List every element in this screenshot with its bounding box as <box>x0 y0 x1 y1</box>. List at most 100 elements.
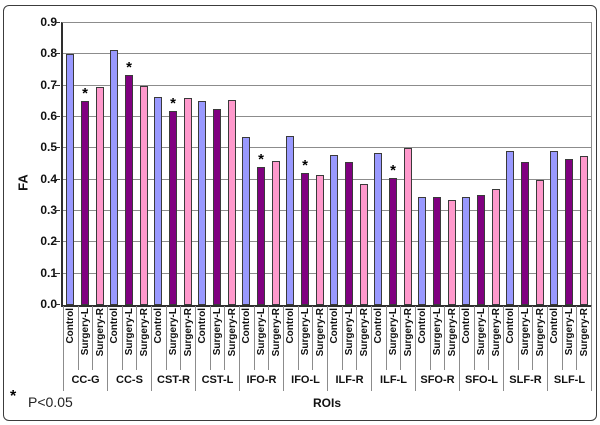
bar-slot: * <box>254 23 269 305</box>
group-label-cc-s: CC-S <box>108 370 152 391</box>
bar-group-cc-g: * <box>63 23 107 305</box>
bar-slot <box>312 23 327 305</box>
gridline <box>63 84 591 86</box>
bar-slot <box>400 23 415 305</box>
bar-group-sfo-l <box>459 23 503 305</box>
series-label: Surgery-R <box>402 308 414 357</box>
series-label: Control <box>373 308 385 344</box>
bar-ifo-r-surgery-r <box>271 160 280 305</box>
bar-slf-l-surgery-r <box>579 156 588 305</box>
bar-slot <box>210 23 225 305</box>
bar-cc-g-control <box>66 54 75 305</box>
group-label-sfo-l: SFO-L <box>460 370 504 391</box>
gridline <box>63 53 591 55</box>
bar-slot <box>474 23 489 305</box>
series-label: Surgery-R <box>94 308 106 357</box>
sublabel-cell: Control <box>460 306 475 370</box>
bar-sfo-r-surgery-r <box>447 200 456 305</box>
bar-slot <box>136 23 151 305</box>
sublabel-cell: Control <box>64 306 79 370</box>
bar-ilf-l-control <box>374 153 383 305</box>
series-label: Surgery-L <box>168 308 179 356</box>
y-tick-mark <box>55 116 60 117</box>
sublabel-cell: Surgery-R <box>313 306 329 370</box>
bar-slf-r-surgery-l <box>521 162 529 305</box>
bar-slot <box>356 23 371 305</box>
y-tick-mark <box>55 272 60 274</box>
group-label-slf-r: SLF-R <box>504 370 548 391</box>
series-label: Surgery-R <box>490 308 502 357</box>
bar-cc-g-surgery-r <box>95 87 104 305</box>
sublabel-group-ilf-l: Control Surgery-L Surgery-R <box>372 306 417 370</box>
bar-slot <box>107 23 122 305</box>
category-group-row: CC-G CC-S CST-R CST-L IFO-R IFO-L ILF-R ILF-L SF… <box>63 370 592 391</box>
y-axis: FA 0.0 0.1 0.2 0.3 0.4 0.5 0.6 0.7 0.8 0.9 <box>4 16 60 311</box>
plot-area: * * * * * * <box>61 22 592 307</box>
series-label: Surgery-L <box>476 308 487 356</box>
sublabel-cell: Surgery-R <box>181 306 197 370</box>
sublabel-cell: Control <box>152 306 167 370</box>
bar-cc-s-control <box>110 49 119 305</box>
bar-slot <box>488 23 503 305</box>
bar-cst-l-surgery-r <box>227 99 236 305</box>
series-label: Surgery-L <box>344 308 355 356</box>
bar-slot: * <box>386 23 401 305</box>
series-label: Control <box>549 308 561 344</box>
series-label: Control <box>65 308 77 344</box>
bar-cst-r-surgery-r <box>183 98 192 305</box>
y-tick-label: 0.7 <box>40 77 57 92</box>
series-label: Control <box>285 308 297 344</box>
series-label: Control <box>505 308 517 344</box>
group-label-cst-l: CST-L <box>196 370 240 391</box>
sublabel-group-sfo-l: Control Surgery-L Surgery-R <box>460 306 505 370</box>
bar-group-ifo-r: * <box>239 23 283 305</box>
sublabel-cell: Surgery-R <box>137 306 153 370</box>
y-tick-label: 0.6 <box>40 109 57 123</box>
sublabel-group-cst-r: Control Surgery-L Surgery-R <box>152 306 197 370</box>
bar-sfo-r-surgery-l <box>433 196 441 305</box>
sublabel-cell: Surgery-R <box>269 306 285 370</box>
bar-slot <box>268 23 283 305</box>
sublabel-cell: Surgery-L <box>79 306 94 370</box>
series-label: Control <box>241 308 253 344</box>
sublabel-cell: Surgery-R <box>225 306 241 370</box>
bar-slot <box>444 23 459 305</box>
group-label-cc-g: CC-G <box>64 370 108 391</box>
bar-ifo-r-surgery-l <box>257 167 265 305</box>
sublabel-group-ifo-l: Control Surgery-L Surgery-R <box>284 306 329 370</box>
group-label-cst-r: CST-R <box>152 370 196 391</box>
bar-group-sfo-r <box>415 23 459 305</box>
bar-slot <box>327 23 342 305</box>
bar-slf-r-surgery-r <box>535 179 544 305</box>
group-label-ifo-r: IFO-R <box>240 370 284 391</box>
bar-ilf-r-control <box>330 154 339 305</box>
bar-slot <box>371 23 386 305</box>
series-label: Surgery-R <box>446 308 458 357</box>
sublabel-cell: Surgery-L <box>431 306 446 370</box>
bar-slot <box>63 23 78 305</box>
sublabel-cell: Surgery-L <box>343 306 358 370</box>
significance-star: * <box>82 85 88 103</box>
bar-group-cc-s: * <box>107 23 151 305</box>
y-tick-label: 0.9 <box>40 15 57 29</box>
bar-slot <box>92 23 107 305</box>
y-tick-label: 0.2 <box>40 234 57 249</box>
series-label: Control <box>109 308 121 344</box>
series-label: Surgery-L <box>432 308 443 356</box>
bar-slf-r-control <box>506 151 515 305</box>
series-label: Surgery-R <box>578 308 590 357</box>
sublabel-cell: Surgery-R <box>401 306 417 370</box>
series-label: Control <box>329 308 341 344</box>
series-label: Surgery-R <box>270 308 282 357</box>
sublabel-cell: Control <box>240 306 255 370</box>
y-tick-mark <box>55 178 60 180</box>
series-label: Surgery-L <box>520 308 531 356</box>
series-label: Surgery-R <box>314 308 326 357</box>
sublabel-cell: Surgery-L <box>211 306 226 370</box>
bar-sfo-l-control <box>462 196 471 305</box>
y-tick-mark <box>55 84 60 86</box>
bar-group-ilf-l: * <box>371 23 415 305</box>
bar-slot <box>342 23 357 305</box>
sublabel-cell: Surgery-L <box>167 306 182 370</box>
bar-slot <box>532 23 547 305</box>
